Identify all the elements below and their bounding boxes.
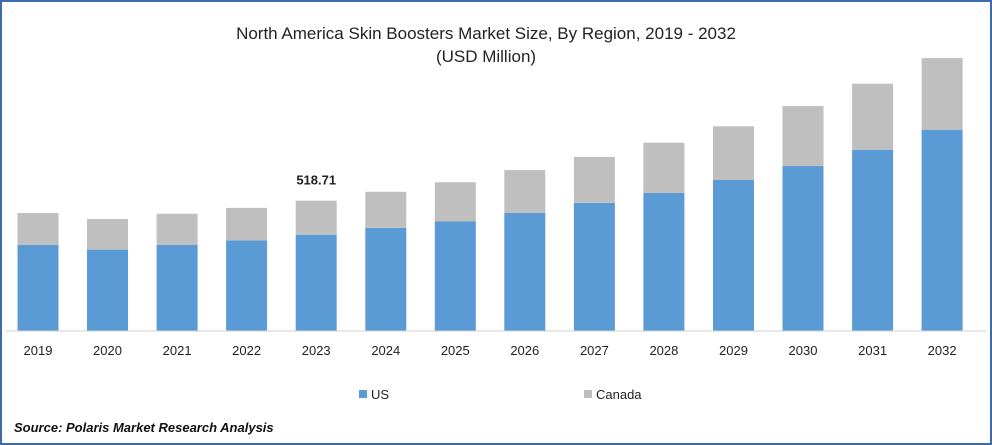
x-tick-label: 2029 bbox=[719, 343, 748, 358]
data-labels: 518.71 bbox=[296, 173, 336, 188]
bar-canada-2025 bbox=[434, 182, 476, 222]
bar-us-2023 bbox=[295, 234, 337, 331]
chart-title: North America Skin Boosters Market Size,… bbox=[2, 22, 970, 68]
bar-us-2032 bbox=[921, 129, 963, 331]
x-tick-label: 2027 bbox=[580, 343, 609, 358]
bar-us-2028 bbox=[643, 193, 685, 331]
x-tick-label: 2026 bbox=[510, 343, 539, 358]
chart-subtitle-line: (USD Million) bbox=[435, 47, 537, 66]
x-tick-label: 2023 bbox=[302, 343, 331, 358]
data-label-2023: 518.71 bbox=[296, 173, 336, 188]
bar-canada-2026 bbox=[504, 170, 546, 213]
x-tick-label: 2019 bbox=[24, 343, 53, 358]
bar-canada-2030 bbox=[782, 106, 824, 167]
bar-us-2020 bbox=[87, 249, 128, 331]
x-tick-label: 2025 bbox=[441, 343, 470, 358]
bar-us-2021 bbox=[156, 245, 198, 331]
x-tick-label: 2032 bbox=[928, 343, 957, 358]
legend-label-us: US bbox=[371, 387, 389, 402]
source-note: Source: Polaris Market Research Analysis bbox=[14, 420, 274, 435]
chart-title-line: North America Skin Boosters Market Size,… bbox=[236, 24, 736, 43]
legend-swatch-canada bbox=[584, 390, 592, 398]
bar-canada-2031 bbox=[852, 83, 894, 150]
bar-us-2025 bbox=[434, 221, 476, 331]
bar-group bbox=[17, 58, 963, 331]
x-tick-label: 2031 bbox=[858, 343, 887, 358]
legend: US Canada bbox=[359, 387, 642, 402]
x-tick-label: 2024 bbox=[371, 343, 400, 358]
bar-us-2030 bbox=[782, 166, 824, 331]
legend-label-canada: Canada bbox=[596, 387, 642, 402]
bar-us-2019 bbox=[17, 245, 59, 331]
x-tick-label: 2030 bbox=[789, 343, 818, 358]
x-axis-ticks: 2019 2020 2021 2022 2023 2024 2025 2026 2027 2028… bbox=[24, 343, 957, 358]
x-tick-label: 2021 bbox=[163, 343, 192, 358]
bar-us-2029 bbox=[713, 180, 754, 331]
bar-us-2031 bbox=[852, 149, 894, 331]
x-tick-label: 2022 bbox=[232, 343, 261, 358]
bar-us-2027 bbox=[573, 202, 615, 331]
bar-canada-2019 bbox=[17, 213, 59, 245]
bar-canada-2020 bbox=[87, 219, 128, 250]
x-tick-label: 2020 bbox=[93, 343, 122, 358]
legend-swatch-us bbox=[359, 390, 367, 398]
bar-canada-2029 bbox=[713, 126, 754, 180]
bar-canada-2028 bbox=[643, 142, 685, 193]
bar-canada-2027 bbox=[573, 156, 615, 203]
x-tick-label: 2028 bbox=[649, 343, 678, 358]
bar-us-2024 bbox=[365, 227, 407, 331]
bar-canada-2032 bbox=[921, 58, 963, 130]
bar-us-2026 bbox=[504, 213, 546, 331]
bar-canada-2021 bbox=[156, 213, 198, 245]
bar-canada-2023 bbox=[295, 200, 337, 235]
bar-us-2022 bbox=[226, 240, 268, 331]
bar-canada-2024 bbox=[365, 191, 407, 228]
bar-canada-2022 bbox=[226, 207, 268, 241]
